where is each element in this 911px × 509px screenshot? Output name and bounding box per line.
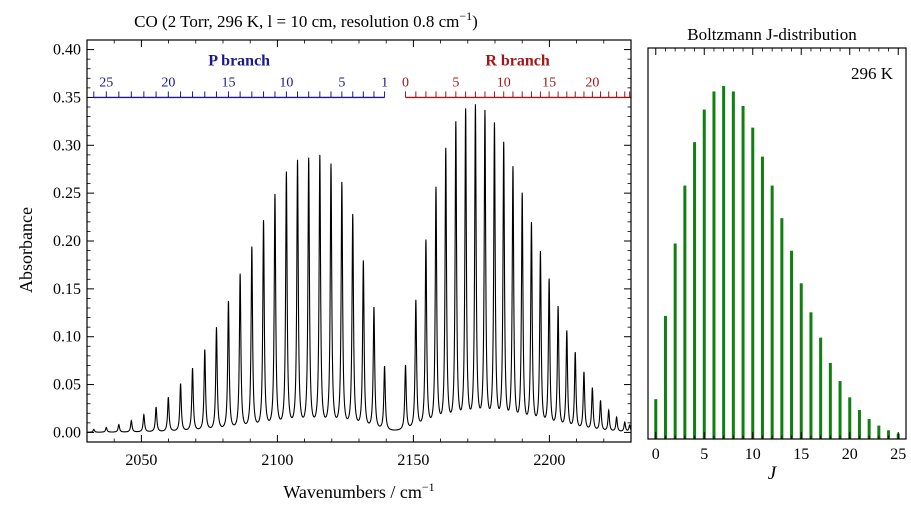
boltzmann-bar xyxy=(828,362,832,439)
boltzmann-bar xyxy=(770,185,774,439)
spectrum-plot-frame xyxy=(86,39,632,443)
boltzmann-bar xyxy=(790,250,794,439)
boltzmann-x-axis-label: J xyxy=(768,463,778,484)
boltzmann-bar xyxy=(712,91,716,439)
r-branch-label: R branch xyxy=(485,52,550,69)
rotational-label: 15 xyxy=(542,75,556,90)
spectrum-y-tick-label: 0.35 xyxy=(53,89,81,106)
rotational-label: 5 xyxy=(452,75,459,90)
p-branch-ruler: 25 20 15 10 5 1 xyxy=(93,75,388,99)
spectrum-y-axis-label: Absorbance xyxy=(16,207,36,293)
boltzmann-x-tick-label: 15 xyxy=(793,446,809,463)
spectrum-y-tick-label: 0.10 xyxy=(53,329,81,346)
spectrum-y-tick-label: 0.30 xyxy=(53,137,81,154)
spectrum-x-tick-label: 2200 xyxy=(533,452,565,469)
boltzmann-bar xyxy=(887,430,891,439)
boltzmann-bar xyxy=(819,337,823,439)
boltzmann-x-tick-label: 0 xyxy=(652,446,660,463)
spectrum-panel: CO (2 Torr, 296 K, l = 10 cm, resolution… xyxy=(16,9,632,502)
boltzmann-bars xyxy=(654,86,900,440)
spectrum-y-ticks: 0.00 0.05 0.10 0.15 0.20 0.25 0.30 0.35 0.40 xyxy=(53,42,631,441)
boltzmann-x-tick-label: 10 xyxy=(745,446,761,463)
spectrum-x-axis-label: Wavenumbers / cm−1 xyxy=(283,480,434,502)
boltzmann-bar xyxy=(848,397,852,439)
boltzmann-bar xyxy=(722,86,726,439)
boltzmann-plot-frame xyxy=(647,47,907,440)
branch-annotations: P branch R branch 25 20 15 10 5 1 0 5 10 15 20 xyxy=(93,52,631,99)
rotational-label: 20 xyxy=(585,75,599,90)
boltzmann-bar xyxy=(683,185,687,439)
boltzmann-bar xyxy=(654,399,658,439)
rotational-label: 1 xyxy=(381,75,388,90)
boltzmann-bar xyxy=(702,109,706,439)
boltzmann-bar xyxy=(838,381,842,439)
r-branch-ruler: 0 5 10 15 20 xyxy=(402,75,631,99)
spectrum-x-tick-label: 2100 xyxy=(261,452,293,469)
boltzmann-bar xyxy=(877,425,881,439)
rotational-label: 5 xyxy=(338,75,345,90)
boltzmann-bar xyxy=(731,91,735,439)
boltzmann-bar xyxy=(799,283,803,439)
spectrum-title: CO (2 Torr, 296 K, l = 10 cm, resolution… xyxy=(134,9,478,31)
rotational-label: 10 xyxy=(279,75,293,90)
boltzmann-bar xyxy=(751,127,755,440)
boltzmann-x-tick-label: 25 xyxy=(890,446,906,463)
boltzmann-bar xyxy=(663,315,667,439)
spectrum-line xyxy=(87,104,632,433)
spectrum-y-tick-label: 0.25 xyxy=(53,185,81,202)
spectrum-y-tick-label: 0.05 xyxy=(53,377,81,394)
boltzmann-bar xyxy=(760,156,764,439)
boltzmann-bar xyxy=(741,105,745,439)
rotational-label: 15 xyxy=(221,75,235,90)
temperature-label: 296 K xyxy=(851,64,894,83)
boltzmann-bar xyxy=(673,243,677,439)
rotational-label: 20 xyxy=(161,75,175,90)
boltzmann-bar xyxy=(857,410,861,439)
boltzmann-bar xyxy=(867,419,871,439)
spectrum-y-tick-label: 0.40 xyxy=(53,42,81,59)
spectrum-x-tick-label: 2050 xyxy=(125,452,157,469)
boltzmann-bar xyxy=(780,218,784,439)
boltzmann-x-ticks: 0 5 10 15 20 25 xyxy=(652,48,906,463)
spectrum-y-tick-label: 0.15 xyxy=(53,281,81,298)
boltzmann-x-tick-label: 20 xyxy=(842,446,858,463)
rotational-label: 10 xyxy=(497,75,511,90)
boltzmann-bar xyxy=(693,142,697,439)
spectrum-y-tick-label: 0.20 xyxy=(53,233,81,250)
rotational-label: 0 xyxy=(402,75,409,90)
boltzmann-x-tick-label: 5 xyxy=(700,446,708,463)
spectrum-y-tick-label: 0.00 xyxy=(53,424,81,441)
rotational-label: 25 xyxy=(99,75,113,90)
spectrum-series xyxy=(87,104,632,433)
boltzmann-bar xyxy=(809,312,813,439)
spectrum-x-tick-label: 2150 xyxy=(397,452,429,469)
boltzmann-title: Boltzmann J-distribution xyxy=(687,25,857,44)
boltzmann-panel: Boltzmann J-distribution 296 K J 0 5 10 15 2… xyxy=(647,25,907,484)
p-branch-label: P branch xyxy=(208,52,270,69)
